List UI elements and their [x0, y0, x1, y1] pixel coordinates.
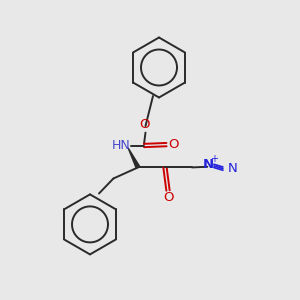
Text: O: O — [163, 190, 173, 204]
Text: N: N — [203, 158, 214, 171]
Text: HN: HN — [112, 139, 131, 152]
Text: +: + — [210, 154, 218, 164]
Text: O: O — [168, 138, 178, 151]
Polygon shape — [128, 148, 140, 168]
Text: O: O — [139, 118, 149, 131]
Text: N: N — [227, 162, 237, 175]
